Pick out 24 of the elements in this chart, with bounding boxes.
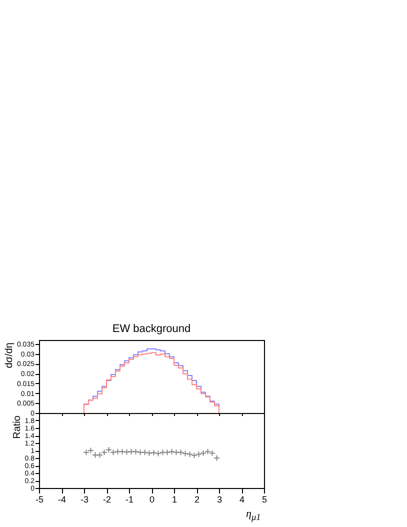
x-tick-label: 0 — [149, 494, 155, 504]
x-tick-label: -4 — [58, 494, 66, 504]
x-tick-label: 1 — [172, 494, 178, 504]
x-tick-label: -2 — [102, 494, 112, 504]
point — [128, 448, 134, 455]
x-tick-label: 2 — [194, 494, 200, 504]
point — [83, 449, 90, 456]
point — [160, 449, 166, 456]
x-tick-label: -3 — [80, 494, 89, 504]
x-tick-label: 5 — [262, 494, 268, 504]
x-tick-label: 3 — [216, 494, 222, 504]
point — [200, 450, 206, 456]
point — [164, 449, 170, 456]
point — [96, 452, 103, 458]
x-axis-title: η$_{μ1}$ — [246, 508, 261, 522]
point — [114, 448, 121, 455]
x-tick-label: -5 — [35, 494, 44, 504]
point — [101, 449, 108, 456]
y-axis-title: dσ/dη — [4, 342, 15, 368]
x-tick-label: -1 — [125, 494, 134, 504]
y-axis-title: Ratio — [12, 415, 23, 439]
chart-title: EW background — [112, 322, 191, 335]
x-tick-label: 4 — [239, 494, 245, 504]
point — [196, 451, 202, 458]
